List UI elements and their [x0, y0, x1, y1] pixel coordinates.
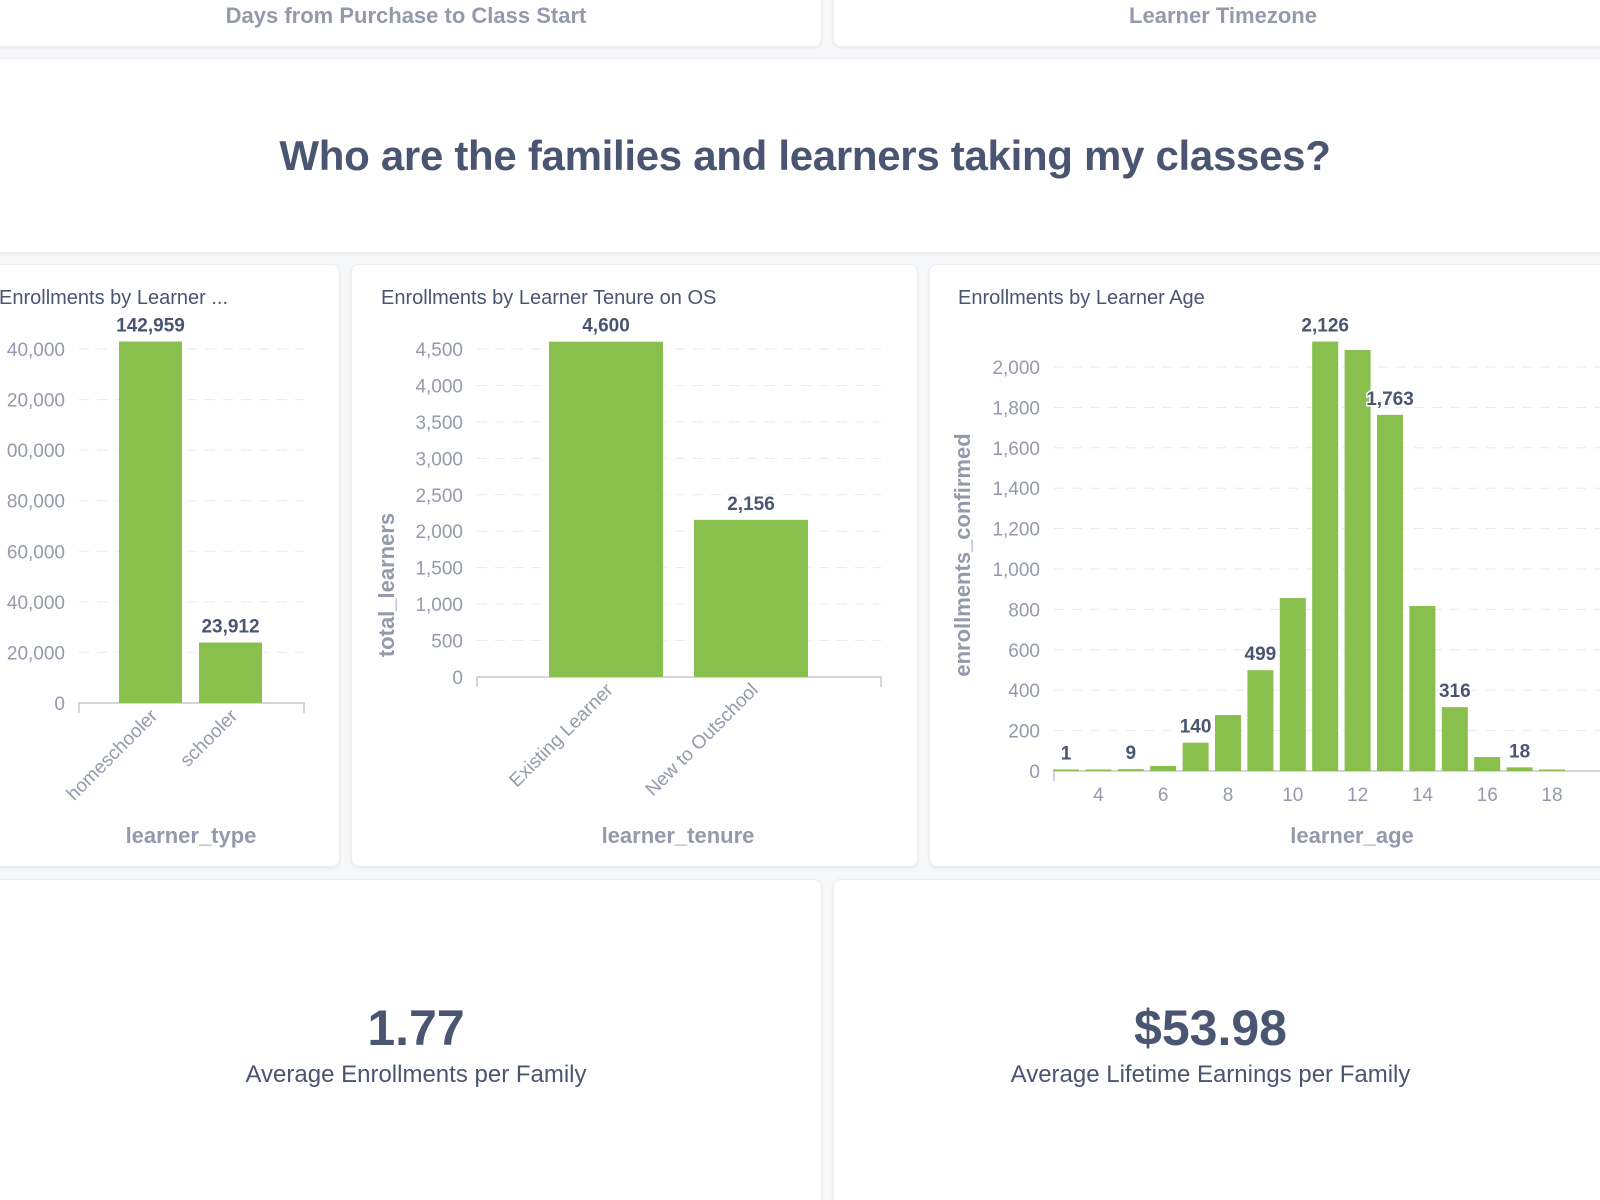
x-tick-label: 16	[1477, 785, 1498, 806]
y-tick-label: 1,400	[992, 479, 1040, 500]
bar[interactable]	[1247, 670, 1274, 771]
x-tick-label: 8	[1223, 785, 1234, 806]
y-tick-label: 800	[1008, 600, 1040, 621]
y-tick-label: 1,000	[415, 595, 463, 616]
bar[interactable]	[549, 341, 663, 677]
y-tick-label: 20,000	[7, 391, 65, 412]
scalar-value: 1.77	[367, 1000, 465, 1056]
y-tick-label: 500	[431, 632, 463, 653]
chart-title: Enrollments by Learner Tenure on OS	[381, 287, 717, 309]
y-tick-label: 0	[54, 694, 65, 715]
value-label: 1,763	[1366, 389, 1414, 410]
days-purchase-card[interactable]: Days from Purchase to Class Start	[0, 0, 822, 47]
y-axis-label: enrollments_confirmed	[950, 433, 975, 676]
chart-title: Enrollments by Learner ...	[0, 287, 228, 309]
value-label: 140	[1180, 717, 1212, 738]
value-label: 23,912	[201, 617, 259, 638]
y-tick-label: 0	[452, 668, 463, 689]
y-tick-label: 0	[1029, 762, 1040, 783]
bar[interactable]	[1279, 598, 1306, 771]
y-tick-label: 4,500	[415, 340, 463, 361]
bar[interactable]	[1117, 769, 1144, 771]
bar[interactable]	[1150, 765, 1177, 771]
y-tick-label: 3,500	[415, 413, 463, 434]
chart-title: Enrollments by Learner Age	[958, 287, 1205, 309]
bar[interactable]	[1539, 769, 1565, 772]
bar[interactable]	[1053, 769, 1079, 772]
bar[interactable]	[1474, 757, 1501, 771]
bar-chart-learner-tenure: 0 500 1,000 1,500 2,000 2,500 3,000 3,500 4,000 4…	[374, 314, 882, 848]
bar-chart-learner-age: 0 200 400 600 800 1,000 1,200 1,400 1,600 1,800 2,…	[950, 314, 1600, 848]
x-tick-label: 14	[1412, 785, 1434, 806]
x-tick-label: 6	[1158, 785, 1169, 806]
y-tick-label: 4,000	[415, 376, 463, 397]
y-tick-label: 200	[1008, 722, 1040, 743]
y-tick-label: 1,800	[992, 398, 1040, 419]
card-title: Days from Purchase to Class Start	[225, 3, 587, 28]
bar[interactable]	[1215, 715, 1241, 771]
y-axis-label: total_learners	[374, 513, 399, 657]
y-tick-label: 2,500	[415, 486, 463, 507]
section-heading-card: Who are the families and learners taking…	[0, 58, 1600, 253]
scalar-label: Average Lifetime Earnings per Family	[1010, 1061, 1411, 1088]
x-tick-label: 18	[1541, 785, 1562, 806]
scalar-label: Average Enrollments per Family	[245, 1061, 587, 1088]
x-tick-label: homeschooler	[63, 705, 163, 805]
y-tick-label: 2,000	[415, 522, 463, 543]
x-axis-label: learner_tenure	[602, 823, 755, 848]
y-tick-label: 1,500	[415, 559, 463, 580]
y-tick-label: 3,000	[415, 449, 463, 470]
y-tick-label: 1,600	[992, 439, 1040, 460]
value-label: 142,959	[116, 316, 185, 337]
section-heading: Who are the families and learners taking…	[279, 131, 1331, 179]
x-tick-label: 12	[1347, 785, 1368, 806]
y-tick-label: 600	[1008, 641, 1040, 662]
x-tick-label: schooler	[176, 705, 242, 771]
bar[interactable]	[694, 519, 808, 677]
bar[interactable]	[1344, 350, 1371, 771]
bar[interactable]	[1085, 769, 1112, 772]
y-tick-label: 400	[1008, 681, 1040, 702]
value-label: 499	[1245, 644, 1277, 665]
value-label: 2,126	[1301, 316, 1349, 337]
value-label: 9	[1126, 743, 1137, 764]
y-tick-label: 80,000	[7, 492, 65, 513]
value-label: 1	[1061, 744, 1072, 765]
scalar-card-avg-enrollments[interactable]: 1.77 Average Enrollments per Family	[0, 879, 822, 1200]
y-tick-label: 2,000	[992, 358, 1040, 379]
y-tick-label: 40,000	[7, 593, 65, 614]
x-tick-label: New to Outschool	[642, 680, 763, 801]
bar[interactable]	[1182, 742, 1209, 771]
bar[interactable]	[1312, 341, 1339, 771]
chart-card-learner-tenure[interactable]: Enrollments by Learner Tenure on OS 0 500…	[351, 264, 918, 867]
bar-chart-learner-type: 0 20,000 40,000 60,000 80,000 00,000 20,000 40,…	[7, 314, 305, 848]
x-axis-label: learner_type	[126, 823, 257, 848]
y-tick-label: 60,000	[7, 542, 65, 563]
y-tick-label: 20,000	[7, 643, 65, 664]
y-tick-label: 1,200	[992, 520, 1040, 541]
x-tick-label: Existing Learner	[506, 679, 618, 791]
card-title: Learner Timezone	[1129, 3, 1317, 28]
learner-timezone-card[interactable]: Learner Timezone	[833, 0, 1600, 47]
y-tick-label: 40,000	[7, 340, 65, 361]
chart-card-learner-type[interactable]: Enrollments by Learner ... 0 20,000 40,000…	[0, 264, 340, 867]
x-tick-label: 10	[1282, 785, 1303, 806]
bar[interactable]	[1506, 767, 1533, 771]
y-tick-label: 1,000	[992, 560, 1040, 581]
bar[interactable]	[119, 341, 182, 703]
value-label: 18	[1509, 741, 1530, 762]
y-tick-label: 00,000	[7, 441, 65, 462]
bar[interactable]	[1409, 605, 1436, 771]
value-label: 2,156	[727, 494, 775, 515]
chart-card-learner-age[interactable]: Enrollments by Learner Age 0 200 400 600 800…	[929, 264, 1600, 867]
scalar-card-avg-earnings[interactable]: $53.98 Average Lifetime Earnings per Fam…	[833, 879, 1600, 1200]
bar[interactable]	[1377, 414, 1403, 771]
bar[interactable]	[1441, 707, 1468, 771]
scalar-value: $53.98	[1134, 1000, 1287, 1056]
x-tick-label: 4	[1093, 785, 1104, 806]
value-label: 316	[1439, 681, 1471, 702]
bar[interactable]	[199, 642, 262, 703]
x-axis-label: learner_age	[1290, 823, 1414, 848]
value-label: 4,600	[582, 316, 630, 337]
